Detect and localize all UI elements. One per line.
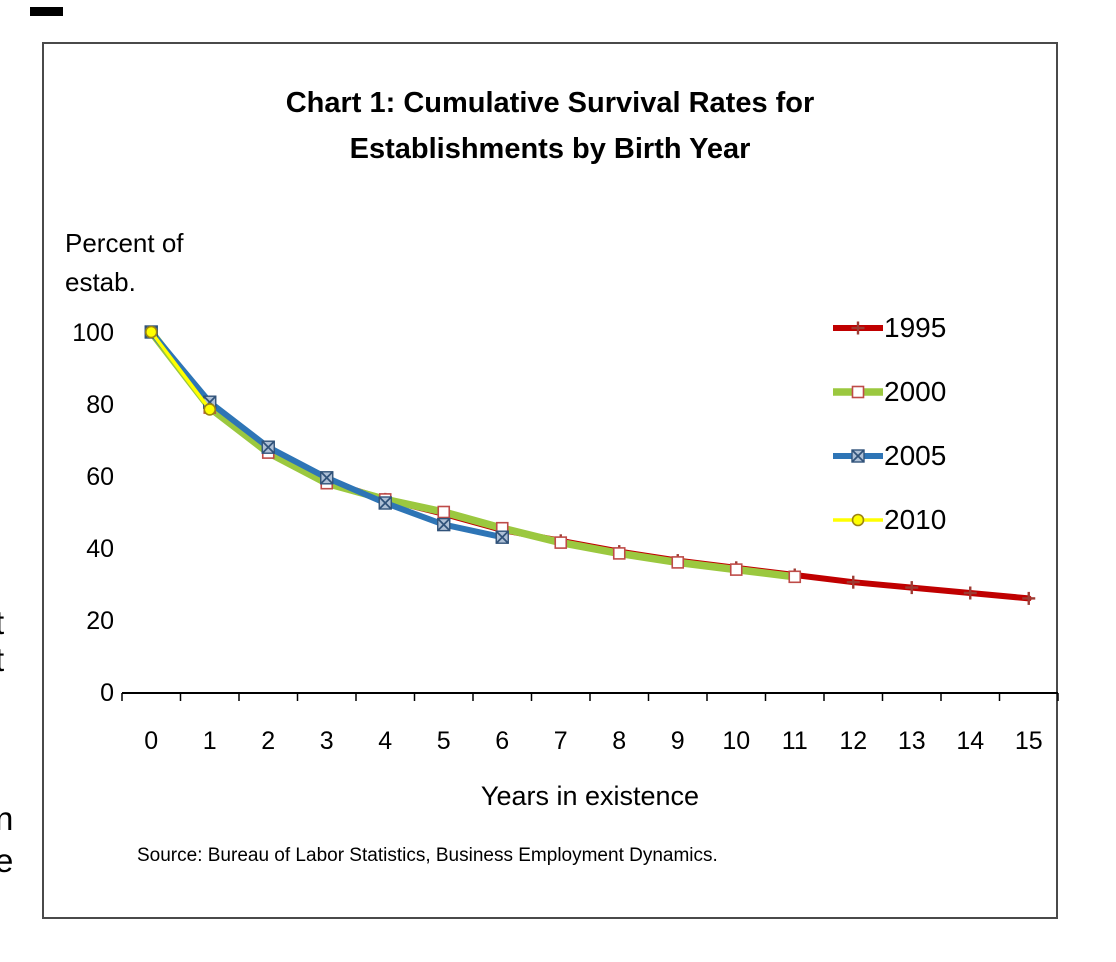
legend-label-1995: 1995 [884,312,947,343]
square-marker [671,556,685,569]
edge-text-fragment: e [0,842,14,879]
series-2000 [144,325,802,584]
y-tick-label: 0 [100,679,114,707]
legend-entry-2000: 2000 [833,360,946,424]
legend-entry-1995: 1995 [833,296,946,360]
series-2010 [144,325,217,416]
x-tick-label: 0 [144,727,158,755]
y-tick-label: 100 [72,319,114,347]
edge-text-fragment: t [0,604,4,642]
x-tick-label: 8 [612,727,626,755]
y-axis-title-line2: estab. [65,267,136,297]
x-axis-title: Years in existence [480,781,700,811]
square-marker [554,536,568,549]
legend-key-2005 [833,449,883,463]
legend-label-2010: 2010 [884,504,947,535]
x-tick-label: 5 [437,727,451,755]
x-tick-label: 10 [722,727,750,755]
y-tick-label: 40 [86,535,114,563]
x-square-marker [320,471,334,485]
x-square-marker [378,496,392,510]
x-tick-label: 11 [782,727,808,755]
square-marker [851,385,865,399]
legend-key-2000 [833,385,883,399]
chart-title-line2: Establishments by Birth Year [349,133,751,165]
y-axis-title-line1: Percent of [65,228,184,258]
edge-text-fragment: t [0,641,4,679]
square-marker [729,563,743,576]
x-tick-label: 15 [1015,727,1043,755]
chart-frame: Chart 1: Cumulative Survival Rates for E… [42,42,1059,919]
legend-label-2000: 2000 [884,376,947,407]
legend-entry-2005: 2005 [833,424,946,488]
chart-title: Chart 1: Cumulative Survival Rates for E… [44,80,1056,172]
legend: 1995 2000 2005 2010 [833,296,946,552]
y-tick-label: 60 [86,463,114,491]
x-tick-label: 1 [203,727,217,755]
x-tick-label: 6 [495,727,509,755]
legend-key-2010 [833,513,883,527]
x-square-marker [437,517,451,532]
screen-artifact-bar [30,7,63,16]
legend-label-2005: 2005 [884,440,947,471]
series-2005 [144,325,509,544]
y-tick-label: 20 [86,607,114,635]
x-tick-label: 12 [839,727,867,755]
x-tick-label: 14 [956,727,984,755]
edge-text-fragment: n [0,800,14,837]
square-marker [788,570,802,584]
circle-marker [851,513,865,527]
square-marker [437,505,451,519]
x-tick-label: 9 [671,727,685,755]
circle-marker [203,403,217,416]
circle-marker [144,325,158,339]
y-tick-label: 80 [86,391,114,419]
series-line-2010 [149,330,212,412]
x-tick-label: 13 [898,727,926,755]
x-square-marker [495,530,509,544]
x-tick-label: 3 [320,727,334,755]
x-square-marker [851,449,865,463]
series-line-2000 [147,328,799,581]
chart-title-line1: Chart 1: Cumulative Survival Rates for [285,87,815,119]
x-tick-label: 4 [378,727,392,755]
y-axis-title: Percent of estab. [65,224,184,302]
legend-entry-2010: 2010 [833,488,946,552]
source-note: Source: Bureau of Labor Statistics, Busi… [137,845,718,866]
square-marker [612,547,626,560]
x-square-marker [261,440,275,454]
x-tick-label: 7 [554,727,568,755]
legend-key-1995 [833,321,883,335]
x-tick-label: 2 [261,727,275,755]
